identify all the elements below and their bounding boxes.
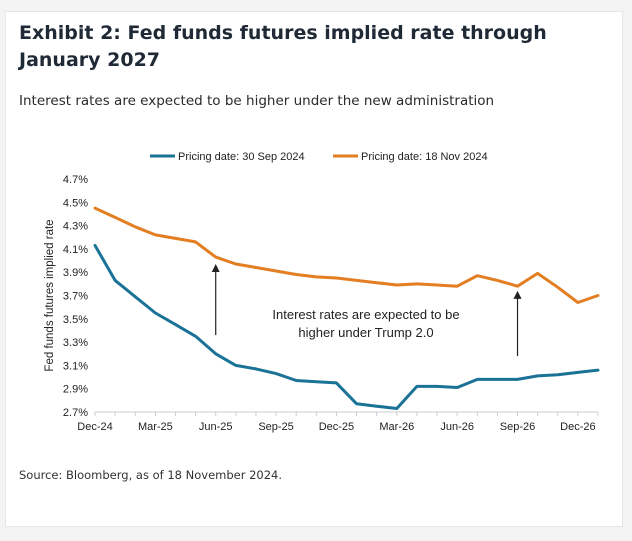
- series-layer: [93, 206, 600, 410]
- legend: Pricing date: 30 Sep 2024 Pricing date: 1…: [150, 151, 488, 163]
- x-tick-label: Mar-25: [138, 421, 173, 433]
- chart-title: Exhibit 2: Fed funds futures implied rat…: [19, 22, 547, 71]
- x-axis: Dec-24 Mar-25 Jun-25 Sep-25 Dec-25 Mar-26 Jun-…: [77, 411, 599, 433]
- series-line-1: [93, 243, 600, 410]
- x-tick-label: Dec-24: [77, 421, 112, 433]
- y-axis: 4.7% 4.5% 4.3% 4.1% 3.9% 3.7% 3.5% 3.3% 3.1% 2.9%…: [44, 174, 88, 419]
- y-tick-label: 3.9%: [63, 267, 88, 279]
- y-tick-label: 3.7%: [63, 291, 88, 303]
- y-tick-label: 4.7%: [63, 174, 88, 186]
- annotation-text-line: higher under Trump 2.0: [298, 325, 433, 340]
- x-tick-label: Sep-26: [500, 421, 535, 433]
- y-tick-label: 2.7%: [63, 407, 88, 419]
- y-tick-label: 3.5%: [63, 314, 88, 326]
- series-line-2: [93, 206, 600, 304]
- legend-label-1: Pricing date: 30 Sep 2024: [178, 151, 305, 163]
- x-tick-label: Jun-25: [199, 421, 233, 433]
- y-axis-title: Fed funds futures implied rate: [44, 219, 56, 371]
- x-tick-label: Dec-25: [319, 421, 354, 433]
- chart-subtitle: Interest rates are expected to be higher…: [19, 93, 495, 109]
- y-tick-label: 4.5%: [63, 197, 88, 209]
- annotation-text-line: Interest rates are expected to be: [272, 307, 459, 322]
- x-tick-label: Sep-25: [258, 421, 293, 433]
- annotation-layer: Interest rates are expected to be higher …: [211, 264, 522, 357]
- x-tick-label: Jun-26: [440, 421, 474, 433]
- y-tick-label: 3.1%: [63, 360, 88, 372]
- y-tick-label: 4.1%: [63, 244, 88, 256]
- y-tick-label: 4.3%: [63, 221, 88, 233]
- x-tick-label: Mar-26: [379, 421, 414, 433]
- y-tick-label: 2.9%: [63, 384, 88, 396]
- source-note: Source: Bloomberg, as of 18 November 202…: [19, 468, 283, 482]
- legend-label-2: Pricing date: 18 Nov 2024: [361, 151, 488, 163]
- x-tick-label: Dec-26: [560, 421, 595, 433]
- y-tick-label: 3.3%: [63, 337, 88, 349]
